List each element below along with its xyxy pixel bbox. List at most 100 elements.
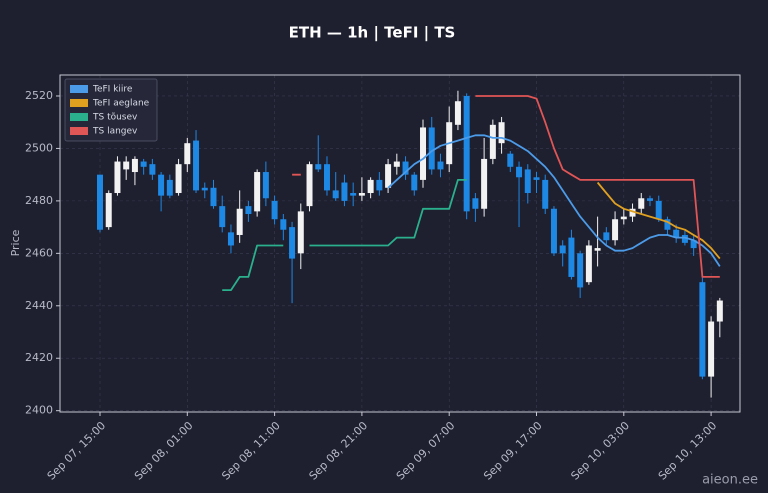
candle-body xyxy=(594,248,601,251)
y-axis-label: Price xyxy=(9,229,22,256)
legend-label: TS tõusev xyxy=(92,113,138,123)
candle-body xyxy=(690,240,697,249)
candle-body xyxy=(385,164,392,188)
legend-swatch xyxy=(70,99,88,107)
x-tick-label: Sep 08, 01:00 xyxy=(132,419,196,483)
legend-box xyxy=(64,78,158,142)
x-tick-label: Sep 10, 03:00 xyxy=(568,419,632,483)
legend-label: TeFI kiire xyxy=(92,85,133,95)
candle-body xyxy=(638,198,645,209)
candle-body xyxy=(358,193,365,196)
candle-body xyxy=(193,140,200,191)
candle-body xyxy=(559,245,566,254)
legend-swatch xyxy=(70,85,88,93)
watermark: aieon.ee xyxy=(702,473,758,488)
candle-body xyxy=(437,161,444,170)
x-tick-label: Sep 08, 11:00 xyxy=(219,419,283,483)
candle-body xyxy=(376,179,383,191)
candle-body xyxy=(114,161,121,194)
candle-body xyxy=(280,219,287,230)
y-tick-label: 2500 xyxy=(25,141,53,154)
candle-body xyxy=(350,193,357,196)
y-tick-label: 2440 xyxy=(25,299,53,312)
candle-body xyxy=(227,232,234,246)
candle-body xyxy=(158,174,165,196)
x-tick-label: Sep 09, 07:00 xyxy=(394,419,458,483)
candle-body xyxy=(507,153,514,167)
candle-body xyxy=(393,161,400,167)
candle-body xyxy=(306,164,313,207)
candle-body xyxy=(262,172,269,199)
legend-swatch xyxy=(70,113,88,121)
candle-body xyxy=(166,179,173,196)
x-tick-label: Sep 08, 21:00 xyxy=(307,419,371,483)
legend-label: TS langev xyxy=(92,127,138,137)
candle-body xyxy=(123,161,130,170)
candle-body xyxy=(245,206,252,214)
legend: TeFI kiire TeFI aeglane TS tõusev TS langev xyxy=(64,78,158,142)
line-series xyxy=(292,95,720,278)
candle-body xyxy=(289,227,296,259)
candle-body xyxy=(498,122,505,144)
candle-body xyxy=(524,169,531,194)
x-tick-label: Sep 07, 15:00 xyxy=(45,419,109,483)
candle-body xyxy=(315,164,322,170)
x-tick-label: Sep 09, 17:00 xyxy=(481,419,545,483)
candle-body xyxy=(585,245,592,283)
candle-body xyxy=(271,200,278,220)
candle-body xyxy=(629,208,636,217)
candle-body xyxy=(97,174,103,230)
candle-body xyxy=(184,143,191,165)
candle-body xyxy=(297,211,304,254)
candle-body xyxy=(646,198,653,201)
candle-body xyxy=(612,219,619,241)
chart-title: ETH — 1h | TeFI | TS xyxy=(289,24,456,43)
line-series xyxy=(222,179,467,291)
candle-body xyxy=(533,177,540,180)
candle-body xyxy=(140,161,147,167)
candle-body xyxy=(664,219,671,230)
y-tick-label: 2420 xyxy=(25,351,53,364)
plot-frame xyxy=(59,74,741,413)
candle-body xyxy=(367,179,374,194)
candle-body xyxy=(655,200,662,220)
candle-body xyxy=(420,127,427,180)
candle-body xyxy=(681,234,688,243)
candle-body xyxy=(568,237,575,277)
candle-body xyxy=(131,158,138,173)
candle-body xyxy=(411,174,418,191)
candle-body xyxy=(716,300,723,322)
candle-body xyxy=(489,124,496,159)
y-tick-label: 2520 xyxy=(25,89,53,102)
candle-body xyxy=(105,193,112,228)
y-tick-label: 2400 xyxy=(25,404,53,417)
candle-body xyxy=(454,101,461,125)
candle-body xyxy=(463,95,470,212)
candle-body xyxy=(323,164,330,191)
candle-body xyxy=(699,282,706,377)
candle-body xyxy=(402,161,409,175)
y-tick-label: 2480 xyxy=(25,194,53,207)
candle-body xyxy=(428,127,435,170)
legend-label: TeFI aeglane xyxy=(92,99,150,109)
candle-body xyxy=(472,198,479,209)
candle-body xyxy=(708,321,715,377)
candle-body xyxy=(673,229,680,238)
candle-body xyxy=(620,216,627,220)
candle-body xyxy=(210,187,217,207)
candle-body xyxy=(481,158,488,209)
candle-body xyxy=(254,172,261,212)
candle-body xyxy=(219,206,226,228)
candle-body xyxy=(201,187,208,191)
line-series xyxy=(387,134,721,267)
candle-body xyxy=(577,253,584,288)
candle-body xyxy=(542,179,549,209)
candle-body xyxy=(175,164,182,194)
candle-body xyxy=(236,208,243,235)
candle-body xyxy=(332,190,339,199)
candle-body xyxy=(149,164,156,175)
candle-body xyxy=(341,182,348,201)
candle-body xyxy=(550,208,557,254)
candle-body xyxy=(603,232,610,241)
